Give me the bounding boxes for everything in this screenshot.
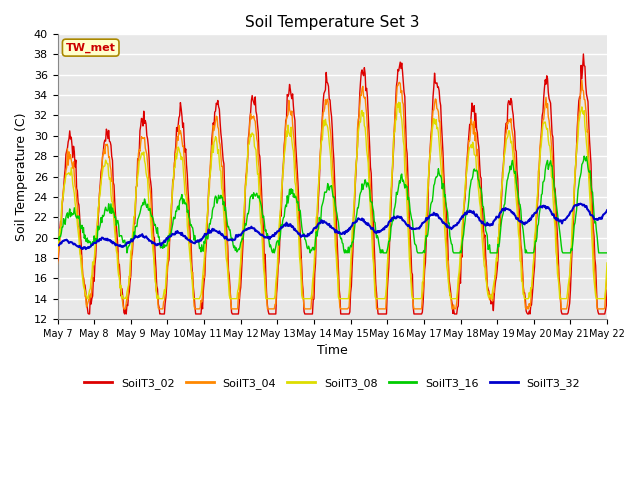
X-axis label: Time: Time	[317, 344, 348, 357]
Title: Soil Temperature Set 3: Soil Temperature Set 3	[245, 15, 420, 30]
Legend: SoilT3_02, SoilT3_04, SoilT3_08, SoilT3_16, SoilT3_32: SoilT3_02, SoilT3_04, SoilT3_08, SoilT3_…	[80, 373, 584, 393]
Text: TW_met: TW_met	[66, 43, 116, 53]
Y-axis label: Soil Temperature (C): Soil Temperature (C)	[15, 112, 28, 241]
